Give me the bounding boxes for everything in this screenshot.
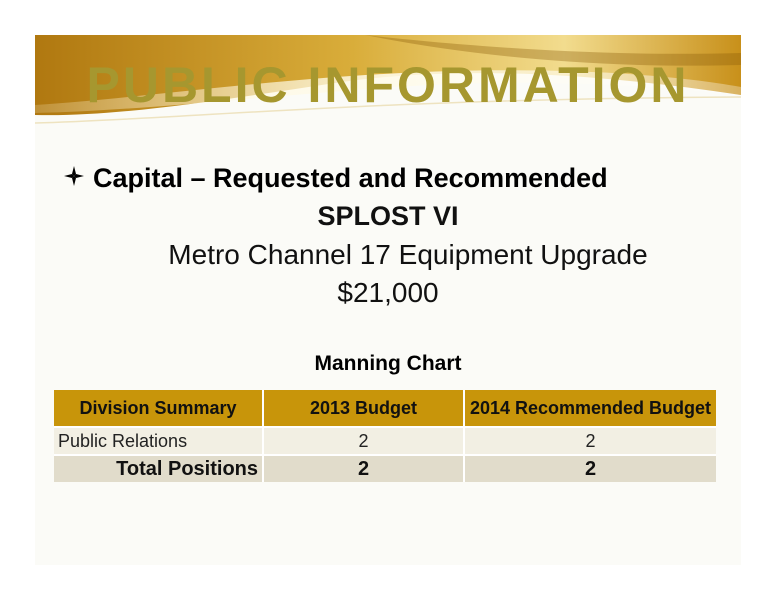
column-header-division: Division Summary — [54, 390, 264, 427]
table-row: Public Relations 2 2 — [54, 426, 716, 455]
decorative-gold-banner — [35, 35, 741, 125]
project-name: Metro Channel 17 Equipment Upgrade — [168, 239, 648, 270]
budget-2014-cell: 2 — [464, 426, 716, 455]
project-amount: $21,000 — [337, 277, 439, 308]
capital-heading-text: Capital – Requested and Recommended — [93, 163, 608, 193]
division-cell: Public Relations — [54, 426, 264, 455]
column-header-2013: 2013 Budget — [263, 390, 465, 427]
total-2013-cell: 2 — [263, 454, 465, 482]
slide: PUBLIC INFORMATION Capital – Requested a… — [35, 35, 741, 565]
total-row: Total Positions 2 2 — [54, 454, 716, 482]
page-title: PUBLIC INFORMATION — [86, 57, 690, 113]
manning-chart-title: Manning Chart — [314, 352, 462, 375]
column-header-2014: 2014 Recommended Budget — [464, 390, 716, 427]
capital-heading: Capital – Requested and Recommended — [63, 163, 608, 194]
total-2014-cell: 2 — [464, 454, 716, 482]
table-header-row: Division Summary 2013 Budget 2014 Recomm… — [54, 390, 716, 427]
manning-chart-table: Division Summary 2013 Budget 2014 Recomm… — [54, 390, 716, 482]
budget-2013-cell: 2 — [263, 426, 465, 455]
diamond-bullet-icon — [63, 165, 85, 194]
total-label-cell: Total Positions — [54, 454, 264, 482]
program-name: SPLOST VI — [317, 201, 459, 231]
